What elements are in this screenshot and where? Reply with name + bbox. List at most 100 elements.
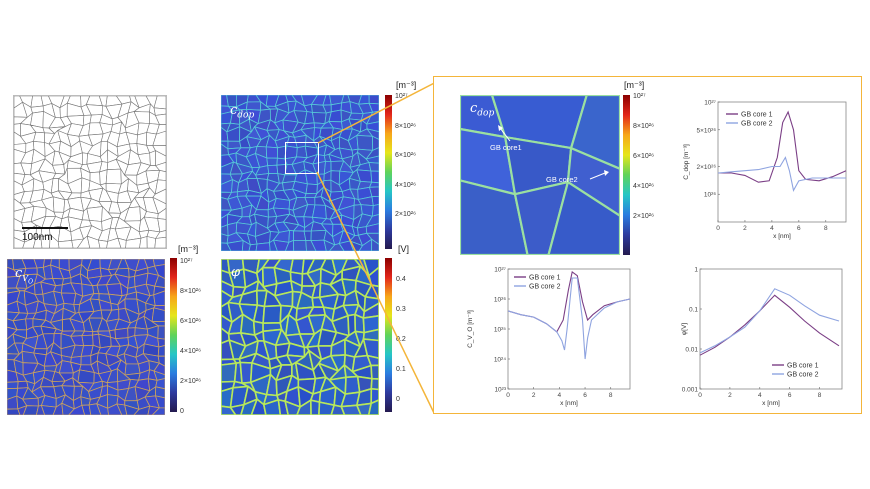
grain-cell: [365, 223, 379, 234]
grain-cell: [151, 320, 165, 327]
grain-cell: [155, 395, 165, 409]
x-tick-label: 0: [716, 225, 720, 232]
cdop-zoom-svg: [460, 95, 620, 255]
cvo-colorbar: [170, 258, 177, 412]
grain-cell: [365, 155, 379, 164]
grain-cell: [369, 181, 379, 188]
grain-cell: [14, 237, 25, 248]
grain-cell: [368, 95, 379, 105]
grain-cell: [370, 388, 379, 405]
grain-cell: [155, 162, 166, 173]
grain-cell: [49, 234, 60, 248]
grain-cell: [547, 181, 620, 255]
grain-outline-svg: [14, 96, 166, 248]
gb2-arrowhead: [604, 170, 609, 176]
grain-cell: [365, 214, 379, 227]
grain-cell: [367, 399, 379, 415]
colorbar-tick-label: 0.3: [396, 306, 406, 313]
colorbar-tick-label: 2×10²⁶: [633, 213, 654, 220]
phi-map: φ: [221, 259, 379, 415]
grain-cell: [154, 275, 165, 289]
grain-cell: [152, 259, 165, 267]
grain-cell: [155, 230, 166, 239]
legend-label: GB core 2: [529, 284, 561, 291]
grain-cell: [255, 242, 271, 251]
grain-cell: [240, 398, 258, 415]
colorbar-tick-label: 0.2: [396, 336, 406, 343]
grain-cell: [269, 239, 278, 251]
grain-cell: [310, 239, 327, 251]
y-tick-label: 10²³: [494, 387, 506, 394]
cvo-map-svg: [7, 259, 165, 415]
grain-cell: [273, 239, 290, 251]
series-line-2: [717, 156, 846, 192]
colorbar-tick-label: 0.1: [396, 366, 406, 373]
grain-cell: [153, 285, 165, 296]
grain-cell: [88, 403, 102, 415]
cdop-map-label: cdop: [230, 103, 255, 121]
grain-cell: [366, 128, 379, 140]
grain-cell: [125, 237, 142, 248]
legend-label: GB core 1: [787, 363, 819, 370]
series-line-1: [699, 294, 840, 356]
grain-cell: [250, 398, 267, 415]
y-axis-label: C_V_O [m⁻³]: [467, 310, 474, 348]
grain-cell: [460, 179, 529, 255]
grain-cell: [81, 404, 92, 415]
grain-cell: [513, 181, 569, 255]
plot-frame: [699, 268, 843, 390]
grain-cell: [318, 401, 335, 415]
grain-outline-map: 100nm: [13, 95, 167, 249]
grain-cell: [116, 403, 128, 415]
grain-cell: [284, 400, 301, 415]
gb2-arrow: [589, 172, 606, 180]
grain-cell: [154, 264, 165, 280]
grain-cell: [248, 243, 258, 251]
grain-cell: [155, 386, 165, 399]
grain-cell: [362, 302, 379, 319]
grain-cell: [365, 147, 379, 160]
grain-cell: [277, 399, 289, 415]
scale-bar: [22, 227, 68, 229]
grain-cell: [153, 370, 165, 381]
cdop-colorbar-unit: [m⁻³]: [396, 80, 417, 90]
phi-colorbar-unit: [V]: [398, 244, 410, 254]
grain-cell: [157, 338, 165, 348]
y-axis-label: φ[V]: [681, 323, 688, 335]
grain-cell: [152, 188, 166, 205]
grain-cell: [356, 402, 372, 415]
grain-cell: [221, 242, 232, 251]
grain-cell: [570, 95, 620, 170]
colorbar-tick-label: 0: [180, 408, 184, 415]
grain-cell: [71, 238, 84, 248]
colorbar-tick-label: 6×10²⁶: [633, 153, 654, 160]
grain-cell: [358, 238, 373, 251]
grain-cell: [221, 405, 237, 415]
grain-cell: [151, 307, 165, 323]
grain-cell: [293, 240, 307, 251]
grain-cell: [370, 377, 379, 391]
zoom-colorbar: [623, 95, 630, 255]
grain-cell: [229, 403, 245, 415]
zoom-colorbar-unit: [m⁻³]: [624, 80, 645, 90]
colorbar-tick-label: 2×10²⁶: [395, 211, 416, 218]
grain-cell: [17, 405, 28, 415]
y-tick-label: 2×10²⁶: [697, 164, 717, 171]
grain-cell: [157, 355, 165, 367]
grain-cell: [369, 186, 379, 198]
grain-cell: [340, 404, 362, 415]
x-tick-label: 8: [818, 392, 822, 399]
cvo-map: cVO: [7, 259, 165, 415]
phi-map-svg: [221, 259, 379, 415]
grain-cell: [338, 240, 354, 251]
cdop-profile-chart: 0 2 4 6 8 10²⁷ 5×10²⁶ 2×10²⁶ 10²⁶ x [nm] C_dop [m⁻…: [683, 100, 847, 240]
colorbar-tick-label: 4×10²⁶: [180, 348, 201, 355]
colorbar-tick-label: 4×10²⁶: [633, 183, 654, 190]
grain-cell: [124, 404, 140, 415]
grain-cell: [107, 403, 123, 415]
phi-profile-chart: 0 2 4 6 8 1 0.1 0.01 0.001 x [nm] φ[V] GB core 1 GB …: [681, 267, 843, 407]
colorbar-tick-label: 0: [396, 396, 400, 403]
grain-cell: [566, 147, 620, 217]
